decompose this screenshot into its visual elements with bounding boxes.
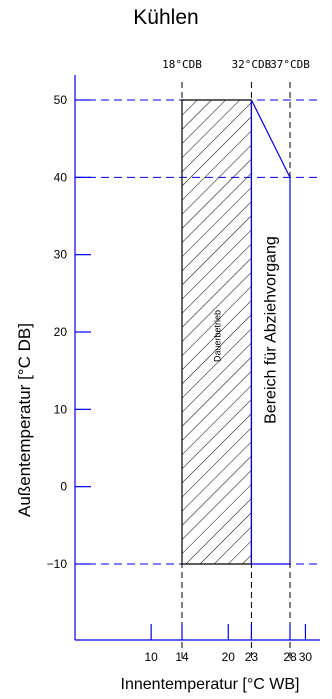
- region-label-dauerbetrieb: Dauerbetrieb: [213, 310, 223, 362]
- top-marker-label-2: 37°CDB: [270, 58, 310, 71]
- y-tick-label-3: 20: [54, 325, 68, 339]
- y-axis-title: Außentemperatur [°C DB]: [15, 323, 34, 517]
- top-marker-label-0: 18°CDB: [162, 58, 202, 71]
- region-abziehvorgang: [250, 99, 291, 565]
- y-tick-label-5: 0: [60, 480, 67, 494]
- x-tick-label-2: 20: [222, 650, 236, 664]
- y-tick-label-2: 30: [54, 248, 68, 262]
- region-label-abziehvorgang: Bereich für Abziehvorgang: [263, 236, 280, 424]
- top-marker-label-1: 32°CDB: [232, 58, 272, 71]
- x-axis-title: Innentemperatur [°C WB]: [121, 676, 300, 693]
- x-tick-label-0: 10: [144, 650, 158, 664]
- chart-title: Kühlen: [133, 6, 199, 29]
- x-tick-label-5: 30: [299, 650, 313, 664]
- y-tick-label-0: 50: [54, 93, 68, 107]
- x-tick-label-4: 28: [283, 650, 297, 664]
- y-tick-label-6: −10: [47, 557, 68, 571]
- x-tick-label-1: 14: [175, 650, 189, 664]
- x-tick-label-3: 23: [245, 650, 259, 664]
- y-tick-label-1: 40: [54, 170, 68, 184]
- y-tick-label-4: 10: [54, 402, 68, 416]
